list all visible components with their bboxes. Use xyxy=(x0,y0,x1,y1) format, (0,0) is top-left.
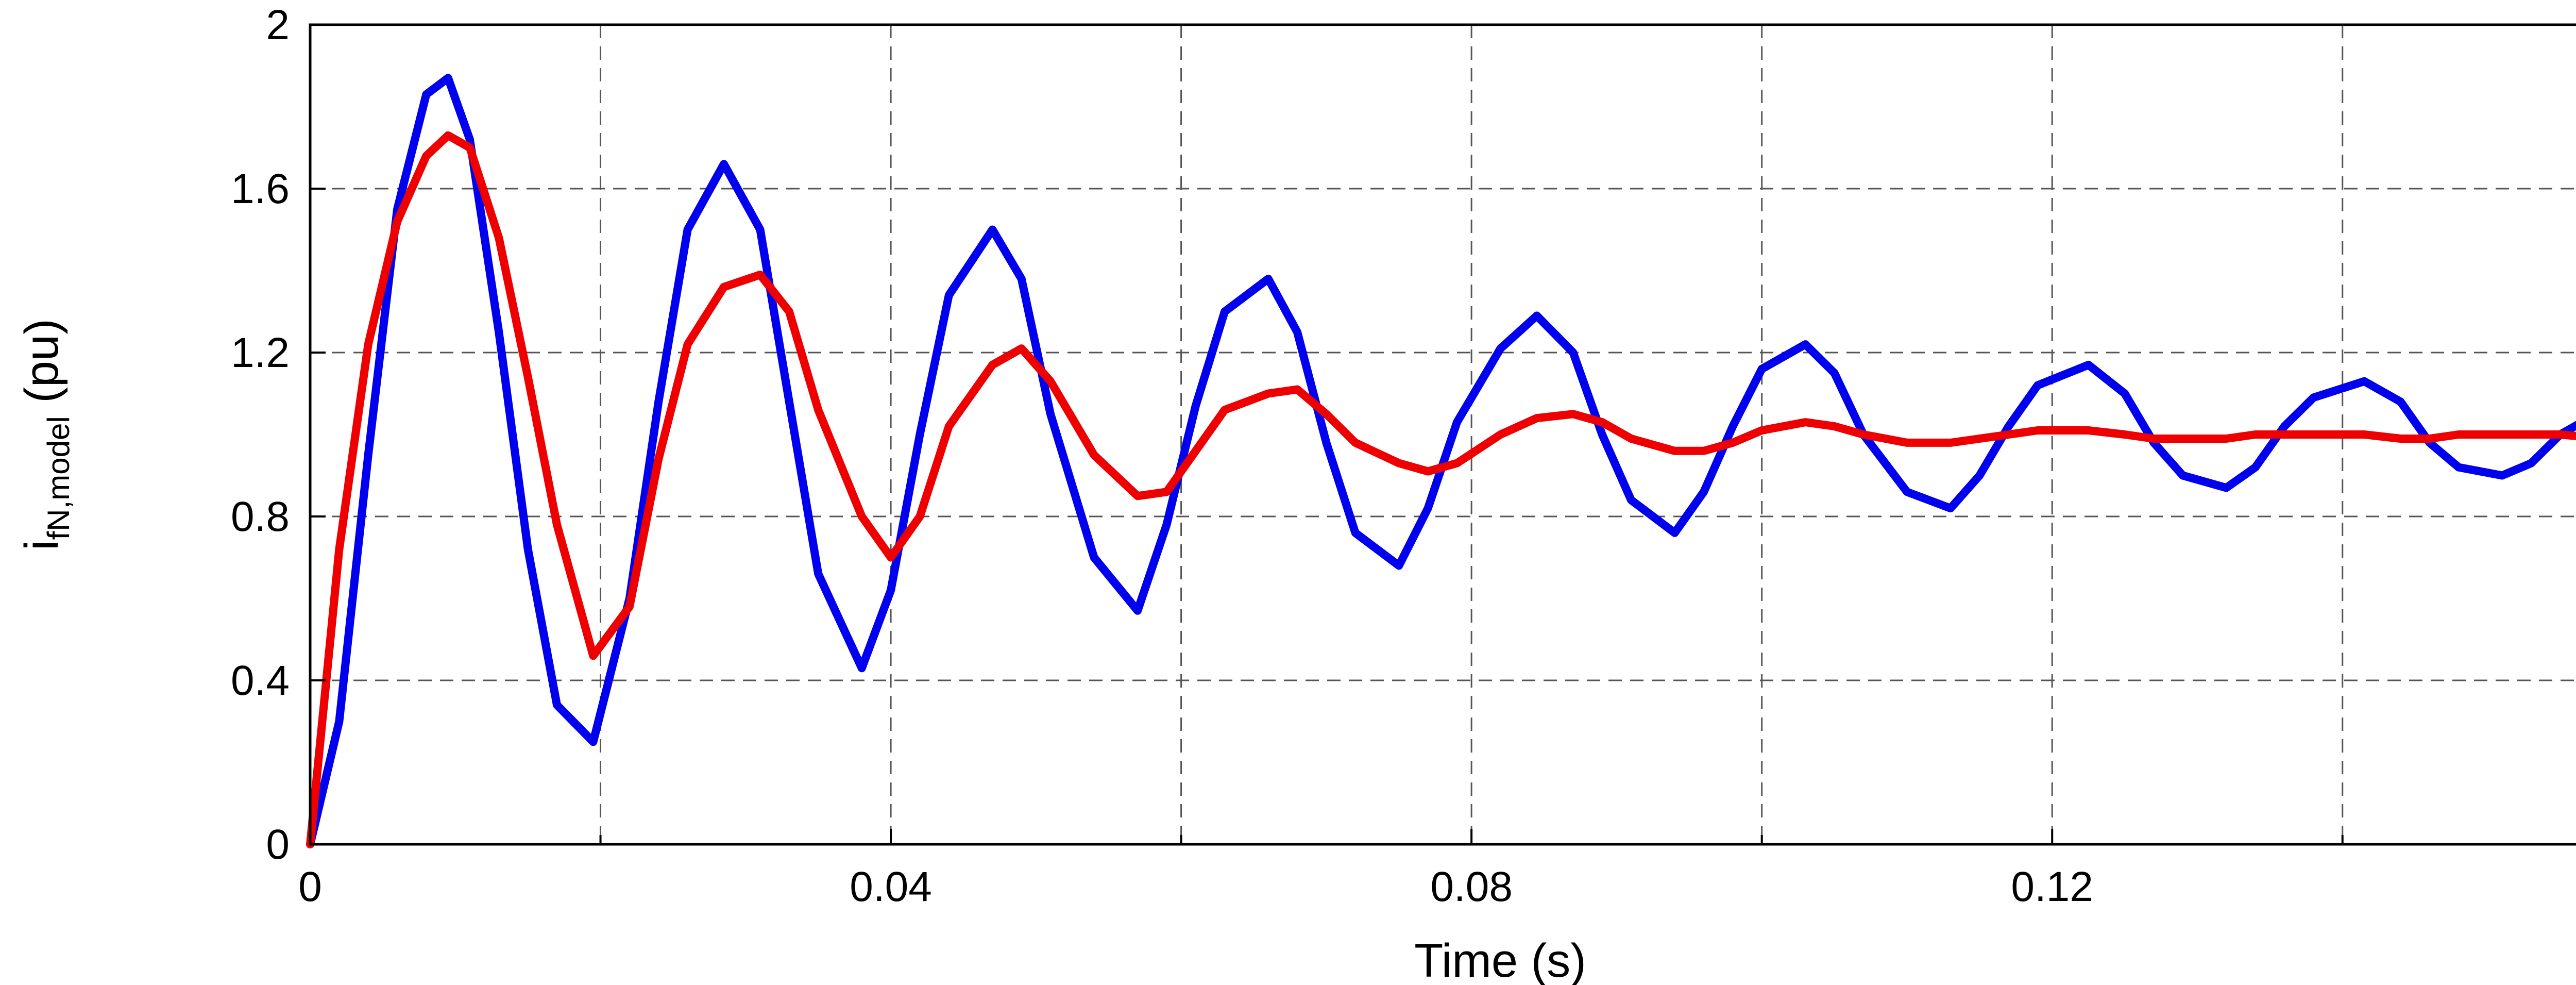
x-axis-label: Time (s) xyxy=(1414,934,1586,985)
axis-ticks xyxy=(309,24,2344,845)
y-axis-label-unit: (pu) xyxy=(15,319,68,416)
y-tick-label: 1.2 xyxy=(231,329,290,376)
series-line-1 xyxy=(306,74,2576,848)
y-axis-label: ifN,model (pu) xyxy=(15,319,76,550)
y-tick-label: 1.6 xyxy=(231,165,290,212)
y-tick-label: 0.4 xyxy=(231,657,290,704)
series-line-2 xyxy=(306,131,2576,848)
y-axis-label-main: i xyxy=(15,540,68,550)
y-tick-label: 0.8 xyxy=(231,493,290,540)
x-tick-label: 0.12 xyxy=(2011,863,2093,910)
x-tick-label: 0.08 xyxy=(1430,863,1513,910)
x-tick-label: 0.04 xyxy=(850,863,932,910)
series-lines xyxy=(306,74,2576,848)
y-axis-label-subscript: fN,model xyxy=(41,416,76,540)
x-tick-label: 0 xyxy=(298,863,322,910)
plot-frame xyxy=(309,23,2576,846)
y-tick-label: 0 xyxy=(266,821,290,868)
y-tick-label: 2 xyxy=(266,2,290,48)
